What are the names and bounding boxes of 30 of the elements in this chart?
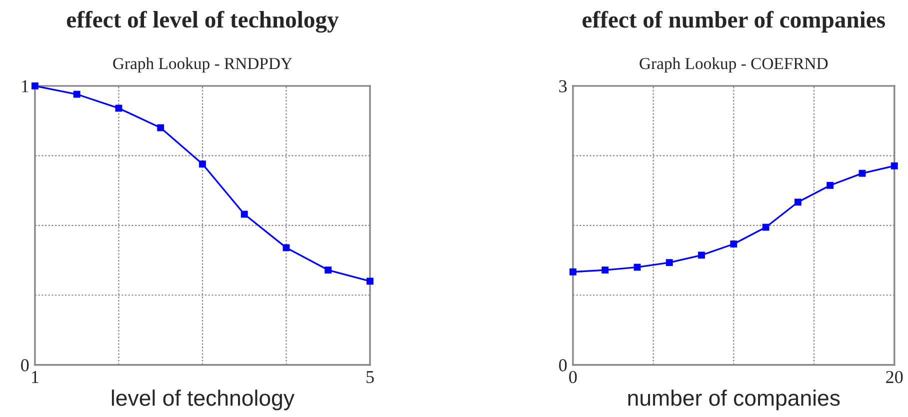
point <box>366 278 374 285</box>
point <box>890 162 898 170</box>
point <box>282 244 290 252</box>
x-axis-title: level of technology <box>112 390 294 410</box>
x-tick-label: 20 <box>886 370 903 384</box>
point <box>762 224 770 231</box>
x-tick-label: 1 <box>32 371 38 383</box>
point <box>569 268 576 276</box>
point <box>240 210 248 218</box>
x-tick-label: 0 <box>569 370 577 384</box>
chart-title: effect of number of companies <box>582 10 886 33</box>
point <box>31 82 38 90</box>
point <box>324 266 332 274</box>
point <box>698 252 705 259</box>
point <box>666 259 673 266</box>
x-tick-label: 5 <box>366 371 374 384</box>
point <box>115 104 122 112</box>
chart-title: effect of level of technology <box>66 10 339 33</box>
point <box>199 160 206 168</box>
y-tick-label: 3 <box>559 80 567 92</box>
chart-subtitle: Graph Lookup - RNDPDY <box>113 57 292 73</box>
point <box>794 198 802 206</box>
point <box>826 182 834 189</box>
x-axis-title: number of companies <box>628 390 840 410</box>
point <box>157 124 164 132</box>
chart-subtitle: Graph Lookup - COEFRND <box>640 57 828 73</box>
point <box>730 240 738 248</box>
point <box>858 170 866 177</box>
point <box>602 266 609 274</box>
point <box>73 90 80 98</box>
